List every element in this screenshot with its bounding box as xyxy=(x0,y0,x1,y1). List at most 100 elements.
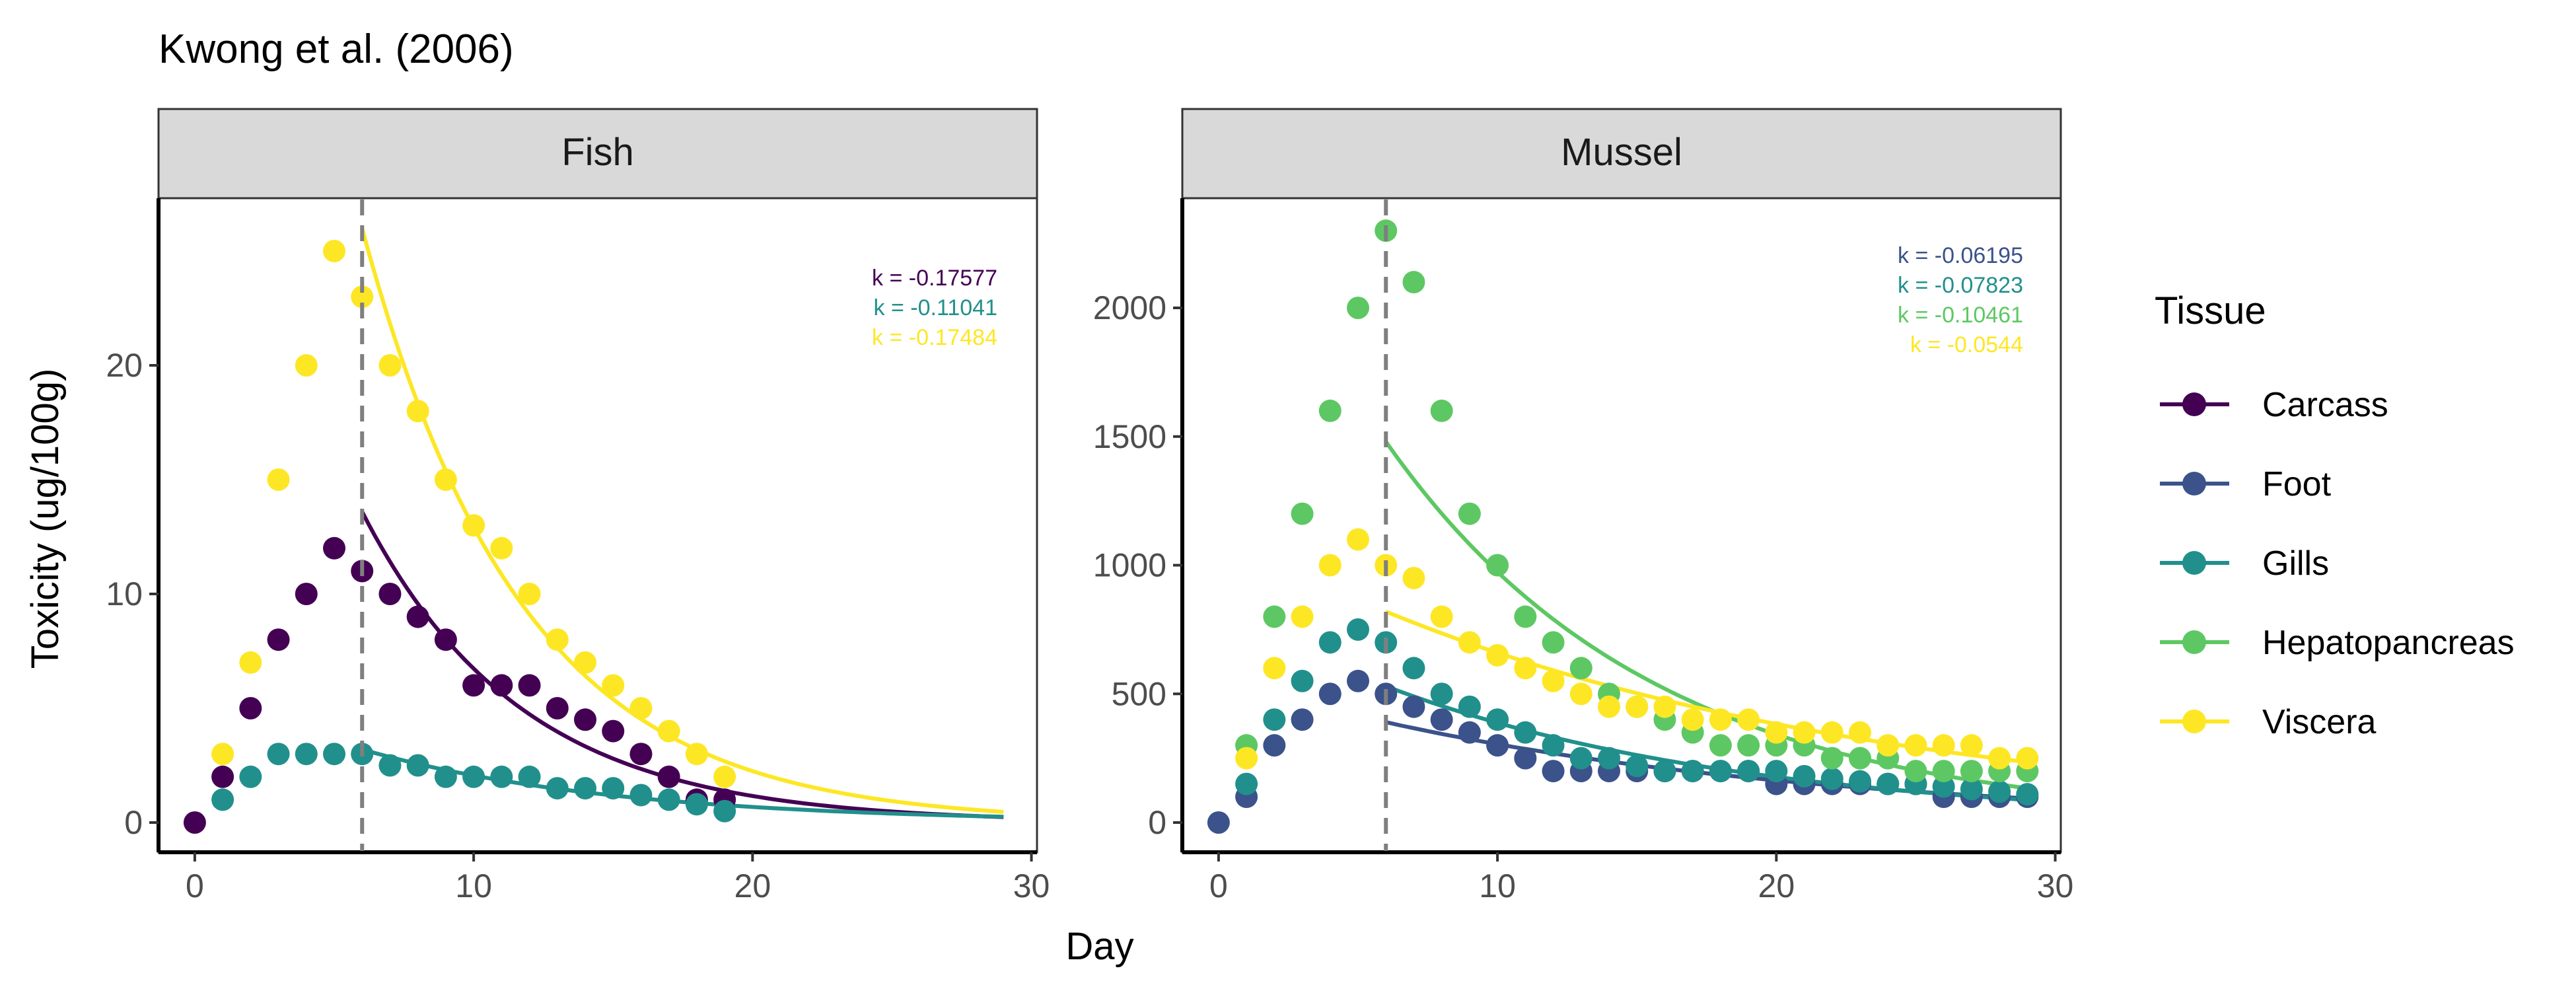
data-point-gills xyxy=(406,754,429,777)
data-point-viscera xyxy=(1737,708,1760,731)
data-point-gills xyxy=(462,765,485,788)
data-point-gills xyxy=(1626,754,1649,778)
data-point-hepatopancreas xyxy=(1569,657,1592,680)
data-point-viscera xyxy=(1402,566,1425,589)
data-point-hepatopancreas xyxy=(1402,271,1425,294)
data-point-hepatopancreas xyxy=(1709,734,1732,757)
data-point-carcass xyxy=(211,765,234,788)
data-point-foot xyxy=(1263,734,1286,757)
data-point-gills xyxy=(1877,772,1900,795)
x-tick-label: 10 xyxy=(455,867,492,904)
legend-title: Tissue xyxy=(2155,289,2266,332)
data-point-foot xyxy=(1402,695,1425,718)
data-point-gills xyxy=(1709,760,1732,783)
data-point-gills xyxy=(1820,767,1843,790)
data-point-viscera xyxy=(1291,605,1314,628)
data-point-viscera xyxy=(574,651,596,674)
legend-key-point xyxy=(2182,551,2206,575)
data-point-viscera xyxy=(1765,721,1788,744)
data-point-foot xyxy=(1486,734,1509,757)
data-point-viscera xyxy=(602,674,625,697)
data-point-hepatopancreas xyxy=(1458,502,1481,525)
panel-mussel: Mussel 0 10 20 30 0 500 1000 1500 2000 k = -0.0619… xyxy=(1093,108,2073,904)
data-point-carcass xyxy=(518,674,541,697)
data-point-hepatopancreas xyxy=(1960,760,1983,783)
y-tick-label: 20 xyxy=(106,347,143,384)
data-point-viscera xyxy=(629,697,653,719)
data-point-viscera xyxy=(295,354,318,377)
data-point-gills xyxy=(1793,764,1816,788)
y-tick-label: 0 xyxy=(1148,804,1166,841)
data-point-hepatopancreas xyxy=(1514,605,1537,628)
panel-strip-label: Mussel xyxy=(1561,131,1682,174)
data-point-viscera xyxy=(351,285,374,309)
panel-strip-label: Fish xyxy=(561,131,634,174)
data-point-hepatopancreas xyxy=(1820,747,1843,770)
data-point-hepatopancreas xyxy=(1542,631,1565,654)
data-point-viscera xyxy=(1709,708,1732,731)
panel-strip xyxy=(157,108,1038,200)
data-point-viscera xyxy=(1932,734,1955,757)
data-point-gills xyxy=(295,743,318,766)
legend-key-point xyxy=(2182,630,2206,654)
x-tick-label: 30 xyxy=(1013,867,1050,904)
data-point-viscera xyxy=(406,400,429,423)
data-point-foot xyxy=(1347,669,1369,692)
k-annotation: k = -0.07823 xyxy=(1898,273,2023,298)
x-axis-title: Day xyxy=(1065,925,1133,968)
y-tick-label: 10 xyxy=(106,575,143,612)
x-tick-label: 10 xyxy=(1479,867,1516,904)
data-point-foot xyxy=(1207,811,1230,834)
data-point-gills xyxy=(1960,778,1983,801)
data-point-viscera xyxy=(1458,631,1481,654)
data-point-gills xyxy=(323,743,345,766)
data-point-gills xyxy=(1542,734,1565,757)
data-point-viscera xyxy=(434,468,457,491)
data-point-hepatopancreas xyxy=(1737,734,1760,757)
data-point-gills xyxy=(1681,760,1704,783)
data-point-carcass xyxy=(295,583,318,605)
legend-label: Carcass xyxy=(2262,386,2388,424)
data-point-hepatopancreas xyxy=(1904,760,1927,783)
data-point-gills xyxy=(1598,747,1620,770)
data-point-gills xyxy=(490,765,513,788)
data-point-viscera xyxy=(1877,734,1900,757)
data-point-viscera xyxy=(1430,605,1453,628)
legend-label: Gills xyxy=(2262,544,2329,583)
data-point-gills xyxy=(546,777,569,800)
y-axis-title: Toxicity (ug/100g) xyxy=(24,369,67,669)
data-point-foot xyxy=(1291,708,1314,731)
data-point-viscera xyxy=(2016,747,2039,770)
data-point-viscera xyxy=(1263,657,1286,680)
k-annotation: k = -0.17484 xyxy=(872,325,997,350)
data-point-viscera xyxy=(1235,747,1258,770)
data-point-gills xyxy=(1458,695,1481,718)
data-point-carcass xyxy=(490,674,513,697)
k-annotation: k = -0.11041 xyxy=(874,295,997,320)
data-point-viscera xyxy=(1514,657,1537,680)
x-tick-label: 20 xyxy=(734,867,771,904)
data-point-gills xyxy=(434,765,457,788)
k-annotation: k = -0.17577 xyxy=(872,266,997,291)
data-point-gills xyxy=(574,777,596,800)
data-point-carcass xyxy=(546,697,569,719)
data-point-viscera xyxy=(1486,643,1509,667)
data-point-viscera xyxy=(1793,721,1816,744)
fit-line-hepatopancreas xyxy=(1384,440,2028,790)
data-point-viscera xyxy=(323,240,345,262)
data-point-viscera xyxy=(1904,734,1927,757)
data-point-viscera xyxy=(1542,669,1565,692)
data-point-carcass xyxy=(267,628,290,651)
data-point-carcass xyxy=(239,697,262,719)
y-tick-label: 2000 xyxy=(1093,289,1166,326)
data-point-gills xyxy=(1849,770,1871,793)
data-point-viscera xyxy=(1598,695,1620,718)
data-point-gills xyxy=(657,788,680,811)
legend-label: Foot xyxy=(2262,465,2332,503)
legend-key-point xyxy=(2182,392,2206,416)
data-point-viscera xyxy=(1347,528,1369,551)
data-point-gills xyxy=(685,793,708,816)
data-point-carcass xyxy=(462,674,485,697)
y-tick-label: 1500 xyxy=(1093,418,1166,455)
